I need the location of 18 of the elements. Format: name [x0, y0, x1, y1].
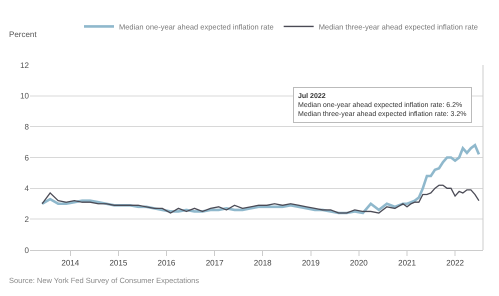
y-tick-label: 0: [24, 246, 30, 255]
y-tick-label: 8: [24, 122, 30, 132]
y-axis-title: Percent: [9, 30, 38, 39]
x-tick-label: 2019: [302, 258, 320, 268]
x-tick-label: 2014: [61, 258, 80, 268]
y-tick-label: 6: [24, 153, 30, 162]
x-tick-label: 2016: [158, 258, 176, 268]
y-tick-label: 4: [24, 184, 30, 194]
x-tick-label: 2018: [254, 258, 272, 268]
y-tick-label: 10: [20, 92, 30, 101]
y-tick-label: 2: [24, 214, 30, 224]
x-tick-label: 2021: [398, 258, 416, 268]
x-tick-label: 2015: [109, 258, 128, 268]
x-tick-label: 2022: [446, 258, 465, 268]
y-tick-label: 12: [20, 60, 30, 70]
x-tick-label: 2020: [350, 258, 368, 268]
line-series: [41, 184, 480, 214]
x-tick-label: 2017: [206, 258, 224, 268]
